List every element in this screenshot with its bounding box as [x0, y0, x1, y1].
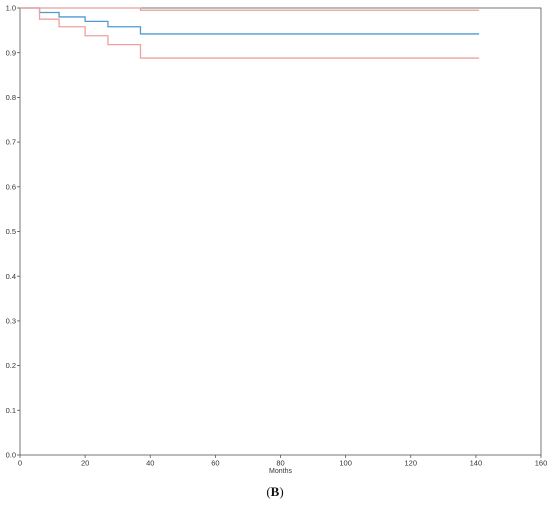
series-line-3: [20, 7, 480, 59]
x-tick-label: 60: [211, 459, 219, 468]
y-tick-label: 0.5: [6, 227, 16, 236]
x-tick-label: 160: [535, 459, 548, 468]
x-tick-label: 20: [81, 459, 89, 468]
x-tick-label: 120: [404, 459, 417, 468]
series-line-1: [20, 7, 480, 11]
x-tick-label: 140: [470, 459, 483, 468]
y-tick-label: 1.0: [6, 4, 16, 13]
plot-frame: [19, 7, 542, 456]
plot-area: [19, 7, 542, 456]
series-layer: [20, 7, 480, 59]
x-tick-label: 40: [146, 459, 154, 468]
y-tick-label: 0.4: [6, 272, 16, 281]
x-tick-label: 0: [18, 459, 22, 468]
panel-letter: B: [270, 484, 280, 499]
y-tick-label: 0.7: [6, 138, 16, 147]
axes-layer: 0 20 40 60 80 100 120 140 160 0.0 0.1 0.2 0.3 0.4 0.5 0…: [6, 4, 548, 475]
y-tick-label: 0.9: [6, 48, 16, 57]
y-tick-label: 0.6: [6, 182, 16, 191]
y-tick-label: 0.2: [6, 361, 16, 370]
x-axis-title: Months: [269, 468, 292, 475]
x-tick-label: 80: [276, 459, 284, 468]
x-tick-label: 100: [339, 459, 352, 468]
y-tick-label: 0.3: [6, 317, 16, 326]
panel-label: (B): [266, 484, 284, 499]
y-tick-label: 0.8: [6, 93, 16, 102]
y-tick-label: 0.1: [6, 406, 16, 415]
y-tick-label: 0.0: [6, 451, 16, 460]
